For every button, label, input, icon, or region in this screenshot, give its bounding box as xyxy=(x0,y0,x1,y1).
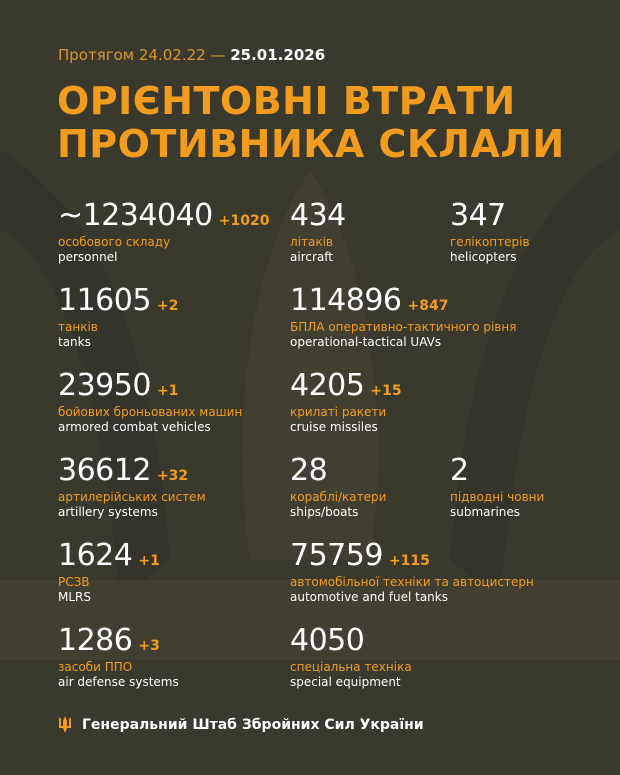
footer: Генеральний Штаб Збройних Сил України xyxy=(58,715,424,735)
stat-value-row: ~1234040 +1020 xyxy=(58,200,269,232)
stat-label-ua: артилерійських систем xyxy=(58,490,206,504)
stat-delta: +847 xyxy=(407,298,449,314)
stat-label-en: helicopters xyxy=(450,250,517,264)
stat-helicopters: 347 гелікоптерів helicopters xyxy=(450,200,530,265)
stat-value: 4050 xyxy=(290,623,365,658)
stat-special-equipment: 4050 спеціальна техніка special equipment xyxy=(290,625,412,690)
stat-label-ua: бойових броньованих машин xyxy=(58,405,243,419)
stat-value: ~1234040 xyxy=(58,198,213,233)
stat-value-row: 28 xyxy=(290,455,386,487)
stat-label-ua: автомобільної техніки та автоцистерн xyxy=(290,575,534,589)
stat-label-en: aircraft xyxy=(290,250,333,264)
stat-label-en: tanks xyxy=(58,335,91,349)
stat-delta: +2 xyxy=(156,298,179,314)
stat-value: 1624 xyxy=(58,538,133,573)
stat-value: 347 xyxy=(450,198,506,233)
stat-label-en: ships/boats xyxy=(290,505,359,519)
stat-label-en: artillery systems xyxy=(58,505,158,519)
stat-value-row: 4050 xyxy=(290,625,412,657)
stat-delta: +15 xyxy=(370,383,402,399)
stat-tanks: 11605 +2 танків tanks xyxy=(58,285,178,350)
stat-label-ua: крилаті ракети xyxy=(290,405,387,419)
stat-delta: +1020 xyxy=(218,213,270,229)
stat-value-row: 2 xyxy=(450,455,544,487)
stat-label-ua: спеціальна техніка xyxy=(290,660,412,674)
stat-delta: +1 xyxy=(138,553,160,569)
stat-value-row: 36612 +32 xyxy=(58,455,206,487)
stat-label-ua: особового складу xyxy=(58,235,171,249)
stat-label-ua: танків xyxy=(58,320,98,334)
stat-automotive-and-fuel-tanks: 75759 +115 автомобільної техніки та автоци… xyxy=(290,540,534,605)
stat-value-row: 1624 +1 xyxy=(58,540,160,572)
stat-delta: +3 xyxy=(138,638,160,654)
stat-value-row: 11605 +2 xyxy=(58,285,178,317)
stat-value: 114896 xyxy=(290,283,402,318)
stat-label-ua: засоби ППО xyxy=(58,660,133,674)
stat-label-ua: літаків xyxy=(290,235,334,249)
stat-label-ua: РСЗВ xyxy=(58,575,90,589)
stat-value: 11605 xyxy=(58,283,151,318)
stat-value: 75759 xyxy=(290,538,383,573)
stat-value: 2 xyxy=(450,453,469,488)
stat-delta: +115 xyxy=(388,553,430,569)
stat-label-en: air defense systems xyxy=(58,675,179,689)
stat-ships-boats: 28 кораблі/катери ships/boats xyxy=(290,455,387,520)
stat-personnel: ~1234040 +1020 особового складу personnel xyxy=(58,200,269,265)
footer-text: Генеральний Штаб Збройних Сил України xyxy=(82,717,424,733)
stat-label-ua: гелікоптерів xyxy=(450,235,530,249)
stat-label-en: cruise missiles xyxy=(290,420,378,434)
stat-submarines: 2 підводні човни submarines xyxy=(450,455,545,520)
stat-value-row: 1286 +3 xyxy=(58,625,179,657)
stat-value: 1286 xyxy=(58,623,133,658)
stat-value-row: 23950 +1 xyxy=(58,370,242,402)
stat-label-en: special equipment xyxy=(290,675,401,689)
stat-delta: +1 xyxy=(156,383,179,399)
stat-value-row: 434 xyxy=(290,200,346,232)
stat-air-defense-systems: 1286 +3 засоби ППО air defense systems xyxy=(58,625,179,690)
stat-label-en: MLRS xyxy=(58,590,91,604)
stat-value-row: 114896 +847 xyxy=(290,285,516,317)
stat-cruise-missiles: 4205 +15 крилаті ракети cruise missiles xyxy=(290,370,402,435)
trident-icon xyxy=(59,716,71,733)
stat-value-row: 75759 +115 xyxy=(290,540,534,572)
stat-value: 4205 xyxy=(290,368,365,403)
stat-operational-tactical-uavs: 114896 +847 БПЛА оперативно-тактичного рів… xyxy=(290,285,517,350)
stat-label-en: operational-tactical UAVs xyxy=(290,335,442,349)
stat-label-en: submarines xyxy=(450,505,521,519)
page-title: ОРІЄНТОВНІ ВТРАТИ ПРОТИВНИКА СКЛАЛИ xyxy=(57,79,565,166)
stat-artillery-systems: 36612 +32 артилерійських систем artillery s… xyxy=(58,455,206,520)
stat-label-en: personnel xyxy=(58,250,118,264)
stat-value: 434 xyxy=(290,198,346,233)
stat-mlrs: 1624 +1 РСЗВ MLRS xyxy=(58,540,160,605)
stat-label-en: armored combat vehicles xyxy=(58,420,211,434)
stat-label-ua: підводні човни xyxy=(450,490,545,504)
stat-label-ua: БПЛА оперативно-тактичного рівня xyxy=(290,320,517,334)
stat-delta: +32 xyxy=(156,468,189,484)
stat-label-en: automotive and fuel tanks xyxy=(290,590,448,604)
stat-value: 36612 xyxy=(58,453,151,488)
stat-value-row: 347 xyxy=(450,200,530,232)
stat-value-row: 4205 +15 xyxy=(290,370,402,402)
period: Протягом 24.02.22 — 25.01.2026 xyxy=(58,46,326,64)
stat-aircraft: 434 літаків aircraft xyxy=(290,200,346,265)
stat-armored-combat-vehicles: 23950 +1 бойових броньованих машин armored … xyxy=(58,370,243,435)
stat-value: 28 xyxy=(290,453,328,488)
stat-label-ua: кораблі/катери xyxy=(290,490,387,504)
stat-value: 23950 xyxy=(58,368,151,403)
